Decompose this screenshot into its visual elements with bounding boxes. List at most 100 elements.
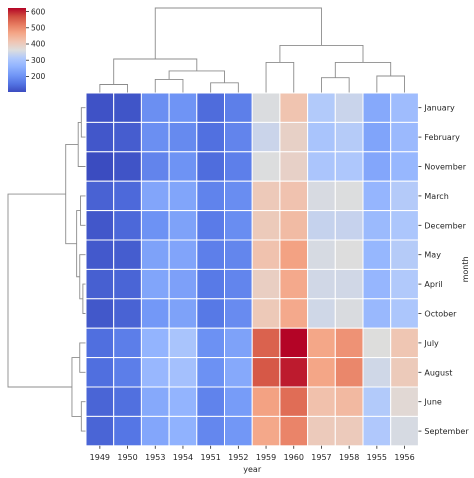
heatmap-cell bbox=[113, 386, 142, 417]
heatmap-cell bbox=[251, 357, 281, 388]
colorbar-gradient bbox=[8, 8, 26, 92]
heatmap-cell bbox=[140, 121, 170, 153]
heatmap-cell bbox=[168, 386, 198, 417]
heatmap-cell bbox=[140, 298, 170, 329]
heatmap-cell bbox=[196, 415, 226, 447]
heatmap-cell bbox=[251, 210, 281, 241]
heatmap-cell bbox=[362, 357, 392, 388]
heatmap-cell bbox=[307, 386, 336, 417]
x-tick-label: 1953 bbox=[145, 453, 165, 462]
heatmap-cell bbox=[251, 92, 281, 123]
y-tick-label: November bbox=[424, 163, 466, 172]
heatmap-cell bbox=[390, 180, 419, 212]
heatmap-cell bbox=[251, 415, 281, 447]
heatmap-cell bbox=[307, 298, 336, 329]
y-tick-labels: January February November March December May A… bbox=[418, 104, 469, 436]
heatmap-cell bbox=[307, 239, 336, 270]
heatmap-cell bbox=[362, 268, 392, 300]
heatmap-cell bbox=[140, 327, 170, 359]
heatmap-cell bbox=[279, 92, 309, 123]
colorbar-tick-label: 600 bbox=[31, 7, 46, 16]
colorbar-tick-label: 300 bbox=[31, 56, 46, 65]
heatmap-cell bbox=[140, 92, 170, 123]
x-tick-label: 1956 bbox=[394, 453, 414, 462]
heatmap-cell bbox=[279, 268, 309, 300]
heatmap-cell bbox=[85, 357, 115, 388]
row-dendrogram bbox=[7, 107, 86, 432]
heatmap-cell bbox=[307, 415, 336, 447]
heatmap-cell bbox=[113, 121, 142, 153]
heatmap-cell bbox=[334, 180, 364, 212]
heatmap-cell bbox=[224, 327, 253, 359]
heatmap-cell bbox=[334, 151, 364, 182]
heatmap-cell bbox=[196, 386, 226, 417]
y-tick-label: June bbox=[423, 398, 442, 407]
heatmap-cell bbox=[307, 268, 336, 300]
dendrogram-link bbox=[210, 82, 239, 93]
heatmap-cell bbox=[224, 180, 253, 212]
heatmap-cell bbox=[362, 121, 392, 153]
x-tick-label: 1958 bbox=[339, 453, 359, 462]
heatmap-cell bbox=[334, 121, 364, 153]
heatmap-cell bbox=[307, 92, 336, 123]
heatmap-cell bbox=[224, 92, 253, 123]
heatmap-cell bbox=[85, 121, 115, 153]
heatmap-cell bbox=[334, 298, 364, 329]
heatmap-cell bbox=[362, 239, 392, 270]
y-tick-label: August bbox=[424, 368, 452, 377]
heatmap-cell bbox=[168, 92, 198, 123]
heatmap-cell bbox=[224, 357, 253, 388]
heatmap-cell bbox=[279, 180, 309, 212]
heatmap-cell bbox=[140, 415, 170, 447]
heatmap-cell bbox=[196, 357, 226, 388]
heatmap-cell bbox=[113, 415, 142, 447]
heatmap-cell bbox=[334, 92, 364, 123]
heatmap-cell bbox=[390, 357, 419, 388]
heatmap-cell bbox=[168, 180, 198, 212]
heatmap-cell bbox=[251, 386, 281, 417]
dendrogram-link bbox=[80, 107, 86, 138]
heatmap-cell bbox=[140, 357, 170, 388]
heatmap-cell bbox=[113, 268, 142, 300]
heatmap-cell bbox=[279, 415, 309, 447]
heatmap-cell bbox=[85, 415, 115, 447]
dendrogram-link bbox=[154, 78, 184, 93]
y-tick-label: May bbox=[424, 251, 441, 260]
heatmap-cells bbox=[85, 92, 419, 447]
x-tick-label: 1949 bbox=[90, 453, 110, 462]
heatmap-cell bbox=[168, 151, 198, 182]
heatmap-cell bbox=[168, 268, 198, 300]
heatmap-cell bbox=[390, 327, 419, 359]
heatmap-cell bbox=[168, 357, 198, 388]
heatmap-cell bbox=[279, 327, 309, 359]
heatmap-cell bbox=[362, 210, 392, 241]
heatmap-cell bbox=[196, 210, 226, 241]
heatmap-cell bbox=[113, 357, 142, 388]
heatmap-cell bbox=[140, 386, 170, 417]
heatmap-cell bbox=[85, 268, 115, 300]
heatmap-cell bbox=[168, 415, 198, 447]
dendrogram-link bbox=[77, 121, 86, 167]
heatmap-cell bbox=[85, 210, 115, 241]
heatmap-cell bbox=[307, 327, 336, 359]
heatmap-cell bbox=[196, 151, 226, 182]
dendrogram-link bbox=[80, 195, 86, 226]
heatmap-cell bbox=[224, 415, 253, 447]
heatmap-cell bbox=[390, 239, 419, 270]
heatmap-cell bbox=[334, 327, 364, 359]
heatmap-cell bbox=[168, 239, 198, 270]
y-tick-label: July bbox=[423, 339, 439, 348]
heatmap-cell bbox=[251, 268, 281, 300]
y-tick-label: September bbox=[424, 427, 469, 436]
heatmap-cell bbox=[390, 415, 419, 447]
dendrogram-link bbox=[279, 44, 364, 63]
heatmap-cell bbox=[113, 180, 142, 212]
heatmap-cell bbox=[196, 121, 226, 153]
heatmap-cell bbox=[224, 386, 253, 417]
heatmap-cell bbox=[85, 298, 115, 329]
heatmap-cell bbox=[113, 239, 142, 270]
heatmap-cell bbox=[168, 298, 198, 329]
heatmap-cell bbox=[113, 210, 142, 241]
x-tick-label: 1955 bbox=[367, 453, 387, 462]
